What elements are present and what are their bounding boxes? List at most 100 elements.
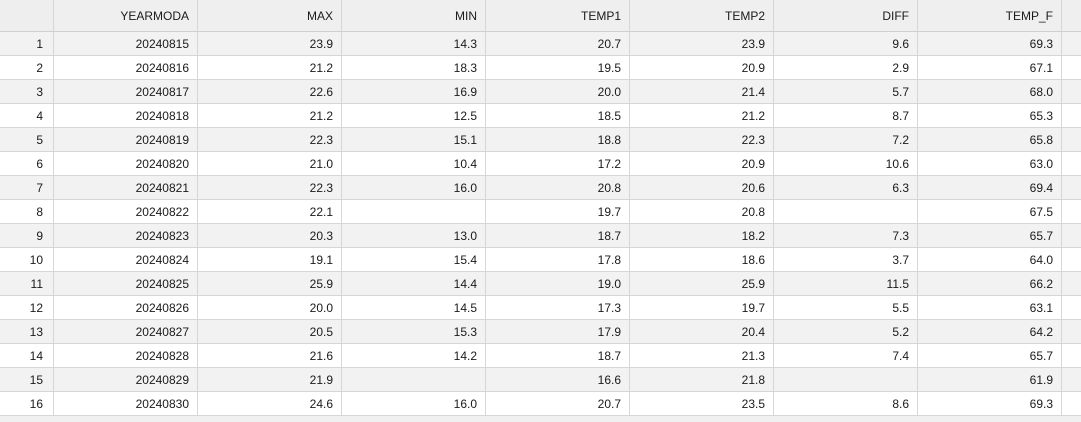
table-cell[interactable]: 20240820 [54,152,198,176]
table-cell[interactable]: 64.0 [918,248,1062,272]
table-cell[interactable]: 5.2 [774,320,918,344]
table-cell[interactable]: 68.0 [918,80,1062,104]
table-cell[interactable]: 16.9 [342,80,486,104]
table-cell[interactable]: 20240830 [54,392,198,416]
table-cell[interactable]: 11.5 [774,272,918,296]
column-header-temp2[interactable]: TEMP2 [630,0,774,32]
table-cell[interactable]: 23.9 [198,32,342,56]
table-cell[interactable]: 22.1 [198,200,342,224]
table-cell[interactable]: 20240815 [54,32,198,56]
table-cell[interactable]: 19.7 [486,200,630,224]
table-cell[interactable]: 22.3 [198,176,342,200]
table-cell[interactable]: 8.7 [774,104,918,128]
row-header[interactable]: 2 [0,56,54,80]
table-cell[interactable]: 20.7 [486,32,630,56]
table-cell[interactable]: 21.8 [630,368,774,392]
table-cell[interactable]: 65.3 [918,104,1062,128]
table-cell[interactable]: 20240825 [54,272,198,296]
table-cell[interactable]: 14.5 [342,296,486,320]
table-cell[interactable]: 22.3 [198,128,342,152]
table-cell[interactable]: 5.5 [774,296,918,320]
table-cell[interactable]: 3.7 [774,248,918,272]
table-cell[interactable]: 9.6 [774,32,918,56]
table-cell[interactable]: 19.0 [486,272,630,296]
table-cell[interactable]: 24.6 [198,392,342,416]
table-cell[interactable]: 14.4 [342,272,486,296]
table-cell[interactable]: 20240823 [54,224,198,248]
table-cell[interactable]: 10.4 [342,152,486,176]
row-header[interactable]: 11 [0,272,54,296]
table-cell[interactable]: 20.8 [630,200,774,224]
table-cell[interactable]: 18.8 [486,128,630,152]
table-cell[interactable]: 17.3 [486,296,630,320]
table-cell[interactable]: 7.2 [774,128,918,152]
table-cell[interactable] [774,200,918,224]
table-cell[interactable]: 65.8 [918,128,1062,152]
table-cell[interactable]: 15.3 [342,320,486,344]
table-cell[interactable]: 22.6 [198,80,342,104]
table-cell[interactable]: 8.6 [774,392,918,416]
table-cell[interactable]: 64.2 [918,320,1062,344]
table-cell[interactable]: 69.3 [918,32,1062,56]
table-cell[interactable]: 61.9 [918,368,1062,392]
table-cell[interactable]: 21.6 [198,344,342,368]
table-cell[interactable]: 18.6 [630,248,774,272]
table-cell[interactable]: 20240821 [54,176,198,200]
table-cell[interactable]: 20240824 [54,248,198,272]
row-header[interactable]: 1 [0,32,54,56]
row-header[interactable]: 12 [0,296,54,320]
row-header[interactable]: 14 [0,344,54,368]
table-cell[interactable]: 20240817 [54,80,198,104]
row-header[interactable]: 15 [0,368,54,392]
table-cell[interactable]: 16.6 [486,368,630,392]
table-cell[interactable]: 21.3 [630,344,774,368]
table-cell[interactable]: 20240816 [54,56,198,80]
row-header[interactable]: 10 [0,248,54,272]
table-cell[interactable]: 20.9 [630,152,774,176]
table-cell[interactable] [342,368,486,392]
table-cell[interactable]: 20.0 [198,296,342,320]
row-header[interactable]: 13 [0,320,54,344]
table-cell[interactable]: 15.4 [342,248,486,272]
table-cell[interactable]: 16.0 [342,392,486,416]
table-cell[interactable]: 23.5 [630,392,774,416]
row-header[interactable]: 6 [0,152,54,176]
table-cell[interactable]: 20240826 [54,296,198,320]
table-cell[interactable]: 10.6 [774,152,918,176]
table-cell[interactable]: 5.7 [774,80,918,104]
table-cell[interactable]: 20.5 [198,320,342,344]
table-cell[interactable]: 17.2 [486,152,630,176]
row-header[interactable]: 3 [0,80,54,104]
table-cell[interactable]: 6.3 [774,176,918,200]
row-header[interactable]: 9 [0,224,54,248]
table-cell[interactable]: 21.2 [630,104,774,128]
table-cell[interactable]: 2.9 [774,56,918,80]
table-cell[interactable]: 20240818 [54,104,198,128]
table-cell[interactable]: 22.3 [630,128,774,152]
column-header-yearmoda[interactable]: YEARMODA [54,0,198,32]
column-header-diff[interactable]: DIFF [774,0,918,32]
table-cell[interactable]: 20.8 [486,176,630,200]
table-cell[interactable]: 69.3 [918,392,1062,416]
table-cell[interactable]: 21.2 [198,104,342,128]
column-header-max[interactable]: MAX [198,0,342,32]
table-cell[interactable]: 65.7 [918,224,1062,248]
table-cell[interactable]: 18.7 [486,224,630,248]
row-header[interactable]: 7 [0,176,54,200]
table-cell[interactable]: 20240829 [54,368,198,392]
row-header[interactable]: 5 [0,128,54,152]
table-cell[interactable]: 20.9 [630,56,774,80]
table-cell[interactable]: 25.9 [630,272,774,296]
corner-header[interactable] [0,0,54,32]
table-cell[interactable]: 7.4 [774,344,918,368]
table-cell[interactable]: 13.0 [342,224,486,248]
table-cell[interactable]: 19.5 [486,56,630,80]
table-cell[interactable]: 17.9 [486,320,630,344]
table-cell[interactable]: 14.2 [342,344,486,368]
table-cell[interactable]: 20.4 [630,320,774,344]
table-cell[interactable]: 63.1 [918,296,1062,320]
table-cell[interactable]: 12.5 [342,104,486,128]
table-cell[interactable]: 25.9 [198,272,342,296]
table-cell[interactable]: 7.3 [774,224,918,248]
